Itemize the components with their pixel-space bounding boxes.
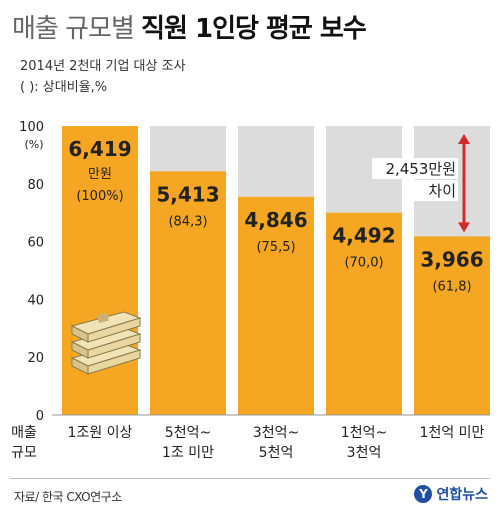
source-note: 자료/ 한국 CXO연구소 — [14, 490, 122, 504]
chart-subtitle: 2014년 2천대 기업 대상 조사 — [20, 59, 186, 74]
difference-annotation-0: 2,453만원 — [385, 160, 456, 178]
title-part-1: 매출 규모별 — [12, 14, 135, 44]
bar-pct-label-4: (61,8) — [432, 279, 471, 294]
title-part-2: 직원 1인당 평균 보수 — [141, 14, 367, 44]
category-label-2-0: 3천억~ — [253, 425, 299, 441]
logo-text: 연합뉴스 — [436, 487, 488, 503]
category-label-2-1: 5천억 — [259, 445, 294, 461]
money-stack-front-1 — [87, 333, 141, 359]
category-label-4: 1천억 미만 — [420, 425, 485, 441]
bar-chart: 0 20 40 60 80 100 (%) 6,419 만원 (100%) 1조원 이상 5,413 (… — [11, 120, 490, 461]
money-stack-front-0 — [87, 349, 141, 375]
x-axis-label-1: 규모 — [11, 445, 37, 461]
y-tick-label-1: 20 — [27, 351, 44, 366]
money-band — [97, 312, 109, 324]
bar-pct-label-1: (84,3) — [168, 214, 207, 229]
difference-arrow-head-bottom — [458, 222, 470, 233]
y-unit-label: (%) — [24, 138, 43, 151]
category-label-3-1: 3천억 — [347, 445, 382, 461]
bar-pct-label-0: (100%) — [76, 189, 123, 204]
footer-divider — [10, 478, 490, 479]
bar-pct-label-2: (75,5) — [256, 240, 295, 255]
bar-amount-label-1: 5,413 — [156, 182, 219, 206]
yonhap-logo: Y 연합뉴스 — [414, 484, 488, 504]
bar-1 — [150, 171, 226, 415]
y-tick-label-3: 60 — [27, 236, 44, 251]
bar-unit-label-0: 만원 — [88, 167, 112, 182]
bar-amount-label-2: 4,846 — [244, 208, 307, 232]
annotation-bg-1 — [414, 180, 458, 201]
money-stack-front-2 — [87, 317, 141, 343]
bar-amount-label-4: 3,966 — [420, 247, 483, 271]
annotation-bg-0 — [372, 158, 458, 179]
difference-annotation-1: 차이 — [428, 182, 456, 200]
y-tick-label-5: 100 — [19, 120, 44, 135]
y-tick-label-4: 80 — [27, 178, 44, 193]
bar-2 — [238, 196, 314, 415]
y-tick-label-2: 40 — [27, 293, 44, 308]
category-label-0: 1조원 이상 — [68, 425, 133, 441]
logo-mark: Y — [414, 485, 433, 503]
bar-4 — [414, 236, 490, 415]
difference-arrow-head-top — [458, 134, 470, 144]
bar-amount-label-3: 4,492 — [332, 224, 395, 248]
bar-amount-label-0: 6,419 — [68, 137, 131, 161]
category-label-1-1: 1조 미만 — [162, 445, 214, 461]
bar-pct-label-3: (70,0) — [344, 256, 383, 271]
x-axis-label-0: 매출 — [11, 425, 37, 441]
chart-note: ( ): 상대비율,% — [20, 80, 108, 95]
y-tick-label-0: 0 — [36, 409, 44, 424]
bar-3 — [326, 212, 402, 415]
category-label-3-0: 1천억~ — [341, 425, 387, 441]
chart-title: 매출 규모별 직원 1인당 평균 보수 — [12, 8, 367, 45]
category-label-1-0: 5천억~ — [165, 425, 211, 441]
